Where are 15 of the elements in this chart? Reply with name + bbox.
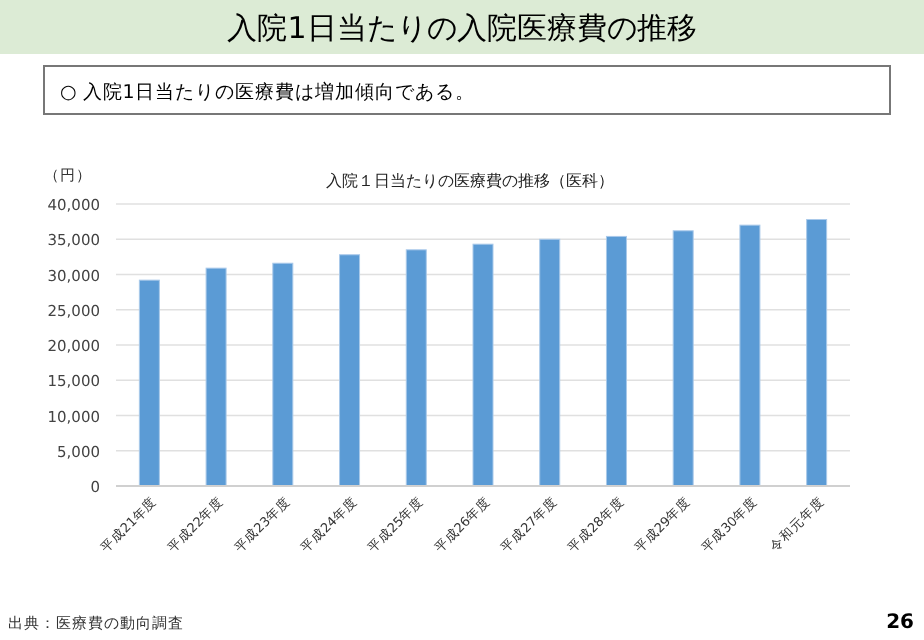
bar xyxy=(272,262,294,487)
chart-subtitle: 入院１日当たりの医療費の推移（医科） xyxy=(326,172,614,190)
bar xyxy=(605,235,627,487)
bar xyxy=(138,279,160,487)
bar xyxy=(205,267,227,487)
chart-title: 入院1日当たりの入院医療費の推移 xyxy=(227,10,697,46)
bar xyxy=(405,249,427,487)
bar xyxy=(806,219,828,487)
text: 26 xyxy=(886,612,915,634)
text: ○ 入院1日当たりの医療費は増加傾向である。 xyxy=(60,80,475,104)
bar xyxy=(539,238,561,487)
bar xyxy=(339,254,361,487)
bar xyxy=(472,243,494,487)
bar xyxy=(739,224,761,487)
bar xyxy=(672,230,694,487)
